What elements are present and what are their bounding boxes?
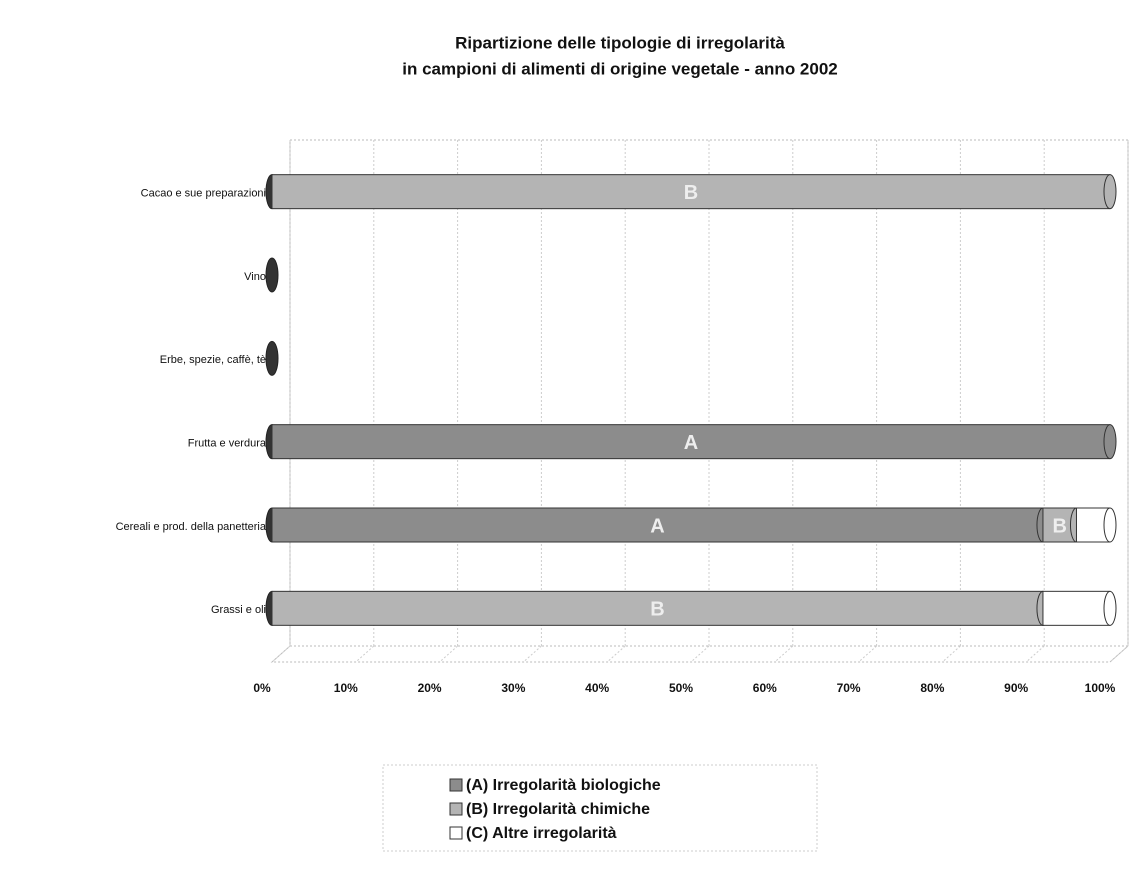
x-tick-label: 90%	[1004, 681, 1028, 695]
legend-swatch	[449, 826, 463, 840]
floor-line	[774, 645, 794, 663]
y-tick-label: Cereali e prod. della panetteria	[116, 521, 267, 533]
x-tick-label: 40%	[585, 681, 609, 695]
bar-segment	[271, 424, 1111, 460]
legend-label: (A) Irregolarità biologiche	[466, 777, 661, 794]
y-tick-label: Cacao e sue preparazioni	[141, 188, 266, 200]
floor-line	[942, 645, 961, 663]
legend	[382, 764, 818, 852]
x-tick-label: 50%	[669, 681, 693, 695]
x-tick-label: 80%	[920, 681, 944, 695]
bar-end	[1103, 590, 1117, 626]
legend-label: (C) Altre irregolarità	[466, 825, 617, 842]
segment-label: B	[650, 599, 664, 621]
x-tick-label: 30%	[501, 681, 525, 695]
chart-title: Ripartizione delle tipologie di irregola…	[455, 33, 785, 52]
x-tick-label: 100%	[1085, 681, 1116, 695]
y-tick-label: Erbe, spezie, caffè, tè	[160, 354, 266, 366]
floor-line	[690, 645, 710, 663]
legend-label: (B) Irregolarità chimiche	[466, 801, 650, 818]
x-tick-label: 0%	[253, 681, 271, 695]
floor-line	[858, 645, 877, 663]
y-tick-label: Grassi e oli	[211, 604, 266, 616]
y-tick-label: Vino	[244, 271, 266, 283]
bar-segment	[271, 590, 1044, 626]
x-tick-label: 10%	[334, 681, 358, 695]
bar-segment	[271, 174, 1111, 210]
segment-label: B	[684, 182, 698, 204]
legend-swatch	[449, 802, 463, 816]
floor-line	[1025, 645, 1045, 663]
floor-line	[523, 645, 542, 663]
bar-cap	[265, 257, 279, 293]
segment-label: B	[1052, 515, 1066, 537]
chart-title: in campioni di alimenti di origine veget…	[402, 59, 838, 78]
bar-end	[1103, 507, 1117, 543]
x-tick-label: 70%	[837, 681, 861, 695]
floor-line	[355, 645, 375, 663]
bar-cap	[265, 340, 279, 376]
bar-segment	[1042, 590, 1111, 626]
y-tick-label: Frutta e verdura	[188, 438, 267, 450]
floor-line	[606, 645, 626, 663]
x-tick-label: 60%	[753, 681, 777, 695]
bar-end	[1103, 174, 1117, 210]
segment-label: A	[684, 432, 698, 454]
x-tick-label: 20%	[418, 681, 442, 695]
floor-line	[1109, 645, 1129, 663]
bar-segment	[271, 507, 1044, 543]
segment-label: A	[650, 515, 664, 537]
legend-swatch	[449, 778, 463, 792]
bar-end	[1103, 424, 1117, 460]
floor-line	[271, 645, 291, 663]
floor-line	[439, 645, 458, 663]
